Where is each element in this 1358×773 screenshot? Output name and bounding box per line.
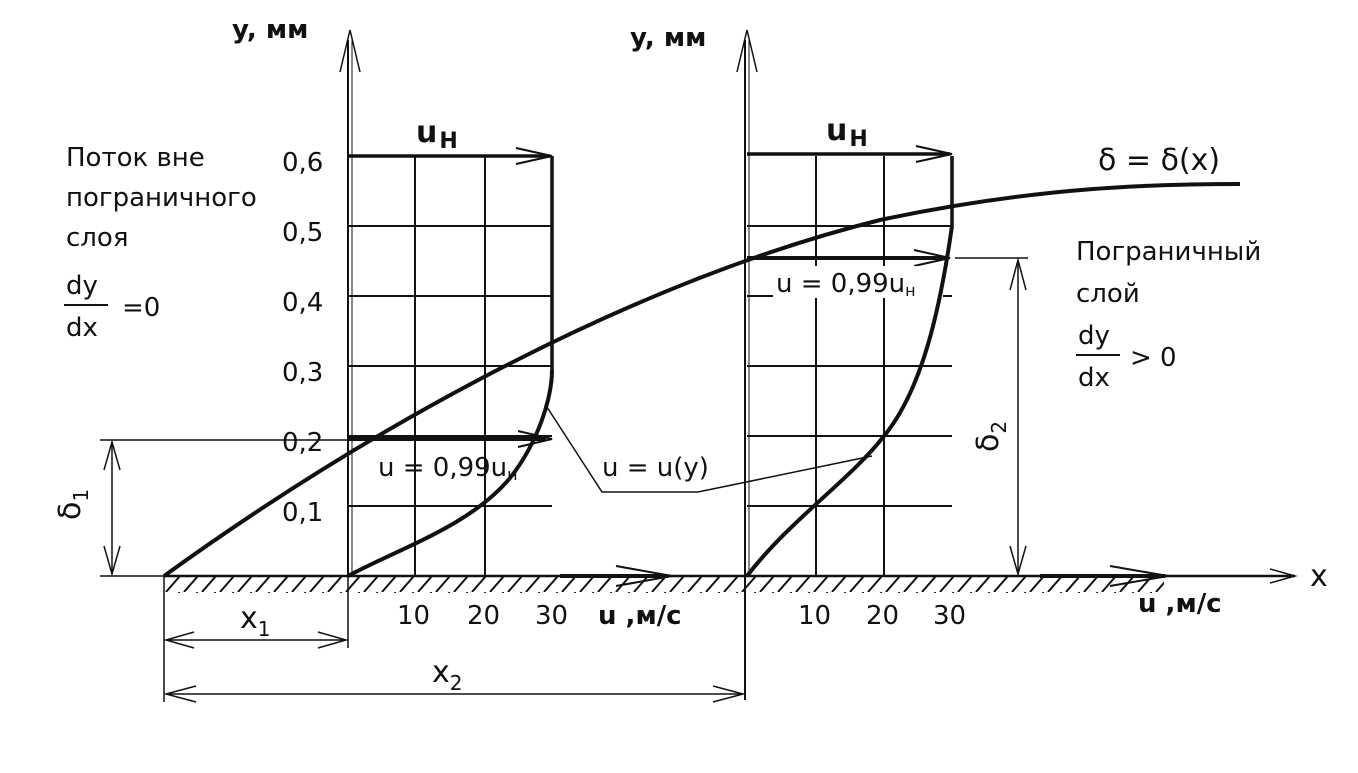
boundary-layer-annotation: Пограничный слой dy dx > 0 — [1076, 237, 1261, 393]
delta1-dimension — [100, 439, 352, 577]
right-y-axis — [736, 29, 758, 700]
outside-flow-annotation: Поток вне пограничного слоя dy dx =0 — [64, 143, 257, 343]
left-y-tick: 0,4 — [282, 288, 323, 318]
left-u-tick: 10 — [397, 601, 430, 631]
delta1-label: δ1 — [53, 489, 93, 520]
right-u-axis-arrow — [1040, 565, 1169, 587]
boundary-frac-num: dy — [1078, 321, 1110, 351]
outside-frac-num: dy — [66, 271, 98, 301]
boundary-layer-line2: слой — [1076, 279, 1140, 309]
left-grid — [348, 156, 554, 576]
x1-label: x1 — [240, 601, 271, 641]
left-y-tick: 0,1 — [282, 498, 323, 528]
left-u-axis-label: u ,м/с — [598, 601, 682, 631]
delta2-label: δ2 — [971, 421, 1011, 452]
left-y-tick: 0,3 — [282, 358, 323, 388]
outside-frac-rel: =0 — [122, 293, 160, 323]
boundary-frac-den: dx — [1078, 363, 1110, 393]
right-outer-velocity-label: uН — [826, 113, 868, 152]
right-u-tick: 20 — [866, 601, 899, 631]
outside-flow-line2: пограничного — [66, 183, 257, 213]
right-u-ticks: 10 20 30 — [798, 601, 966, 631]
wall-hatching — [164, 577, 1164, 593]
right-profile: y, мм 10 20 30 u ,м/с uН u = 0,99uн — [630, 23, 1222, 700]
left-outer-velocity-arrow — [348, 147, 553, 165]
left-y-ticks: 0,1 0,2 0,3 0,4 0,5 0,6 — [282, 148, 323, 528]
right-u-tick: 10 — [798, 601, 831, 631]
left-profile: y, мм 0,1 0,2 0,3 0,4 0,5 0,6 10 20 30 u… — [232, 15, 682, 631]
delta2-dimension — [955, 257, 1028, 577]
left-u-tick: 30 — [535, 601, 568, 631]
left-y-tick: 0,2 — [282, 428, 323, 458]
x2-dimension — [163, 685, 746, 703]
left-u-ticks: 10 20 30 — [397, 601, 568, 631]
left-u-axis-arrow — [560, 565, 673, 587]
right-099-label-bg — [773, 266, 943, 298]
left-y-tick: 0,5 — [282, 218, 323, 248]
outside-flow-line1: Поток вне — [66, 143, 205, 173]
left-velocity-profile — [347, 369, 554, 578]
right-099-arrow — [747, 249, 951, 267]
right-u-tick: 30 — [933, 601, 966, 631]
boundary-frac-rel: > 0 — [1130, 343, 1177, 373]
right-u-axis-label: u ,м/с — [1138, 589, 1222, 619]
left-y-axis-label: y, мм — [232, 15, 308, 45]
right-outer-velocity-arrow — [747, 145, 953, 163]
right-velocity-profile — [745, 225, 954, 578]
left-outer-velocity-label: uН — [416, 115, 458, 154]
x1-dimension — [163, 576, 349, 702]
x2-label: x2 — [432, 655, 463, 695]
x-axis-label: x — [1310, 559, 1328, 594]
u-of-y-leader — [544, 403, 873, 493]
left-099-label: u = 0,99uн — [378, 453, 518, 484]
delta-curve-label: δ = δ(x) — [1098, 143, 1220, 178]
boundary-layer-line1: Пограничный — [1076, 237, 1261, 267]
delta-curve — [162, 182, 1241, 578]
outside-frac-den: dx — [66, 313, 98, 343]
u-of-y-label: u = u(y) — [602, 453, 709, 483]
left-y-axis — [339, 29, 361, 576]
right-y-axis-label: y, мм — [630, 23, 706, 53]
left-u-tick: 20 — [467, 601, 500, 631]
right-099-label: u = 0,99uн — [776, 269, 916, 300]
left-y-tick: 0,6 — [282, 148, 323, 178]
outside-flow-line3: слоя — [66, 223, 128, 253]
